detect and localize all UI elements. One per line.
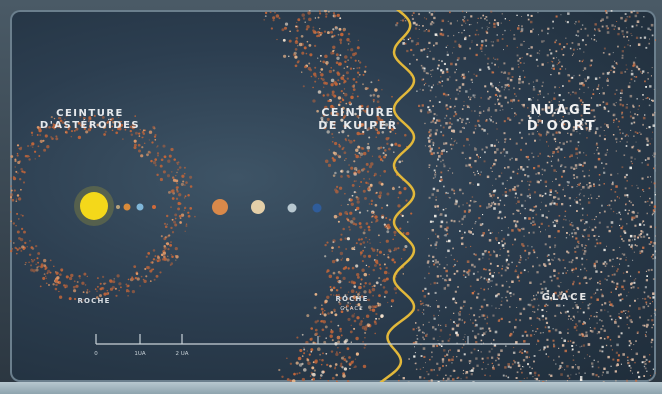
planet-mars xyxy=(152,205,156,209)
diagram-panel: CEINTURE D'ASTÉROÏDES CEINTURE DE KUIPER… xyxy=(10,10,656,382)
asteroid-zone-label: ROCHE xyxy=(77,297,110,305)
planet-saturn xyxy=(251,200,265,214)
scale-label-2: 2 UA xyxy=(175,351,188,357)
planet-jupiter xyxy=(212,199,228,215)
asteroid-belt-label-line2: D'ASTÉROÏDES xyxy=(40,117,140,131)
kuiper-zone-label-line1: ROCHE xyxy=(335,295,368,303)
oort-zone-label: GLACE xyxy=(542,292,589,303)
scale-bar: 0 1UA 2 UA xyxy=(94,334,530,357)
sun xyxy=(80,192,108,220)
oort-cloud-label-line2: D'OORT xyxy=(527,119,597,134)
planet-uranus xyxy=(287,203,297,213)
kuiper-belt-label-line1: CEINTURE xyxy=(321,106,394,119)
kuiper-belt-label-line2: DE KUIPER xyxy=(318,119,397,132)
boundary-wavy-line xyxy=(379,10,416,382)
kuiper-belt-particles xyxy=(263,10,413,382)
scale-label-1: 1UA xyxy=(134,351,146,357)
kuiper-zone-label-line2: GLACE xyxy=(340,306,363,312)
sun-glow xyxy=(74,186,114,226)
scale-label-0: 0 xyxy=(94,351,98,357)
planet-mercury xyxy=(116,205,120,209)
oort-cloud-particles xyxy=(395,10,656,382)
solar-system-diagram: CEINTURE D'ASTÉROÏDES CEINTURE DE KUIPER… xyxy=(10,10,656,382)
asteroid-belt-particles xyxy=(10,114,196,303)
oort-cloud-label-line1: NUAGE xyxy=(530,103,593,118)
bottom-bar xyxy=(0,382,662,394)
planets xyxy=(116,199,322,215)
planet-venus xyxy=(123,203,131,211)
planet-neptune xyxy=(312,203,322,213)
planet-earth xyxy=(136,203,144,211)
asteroid-belt-label-line1: CEINTURE xyxy=(56,108,124,119)
